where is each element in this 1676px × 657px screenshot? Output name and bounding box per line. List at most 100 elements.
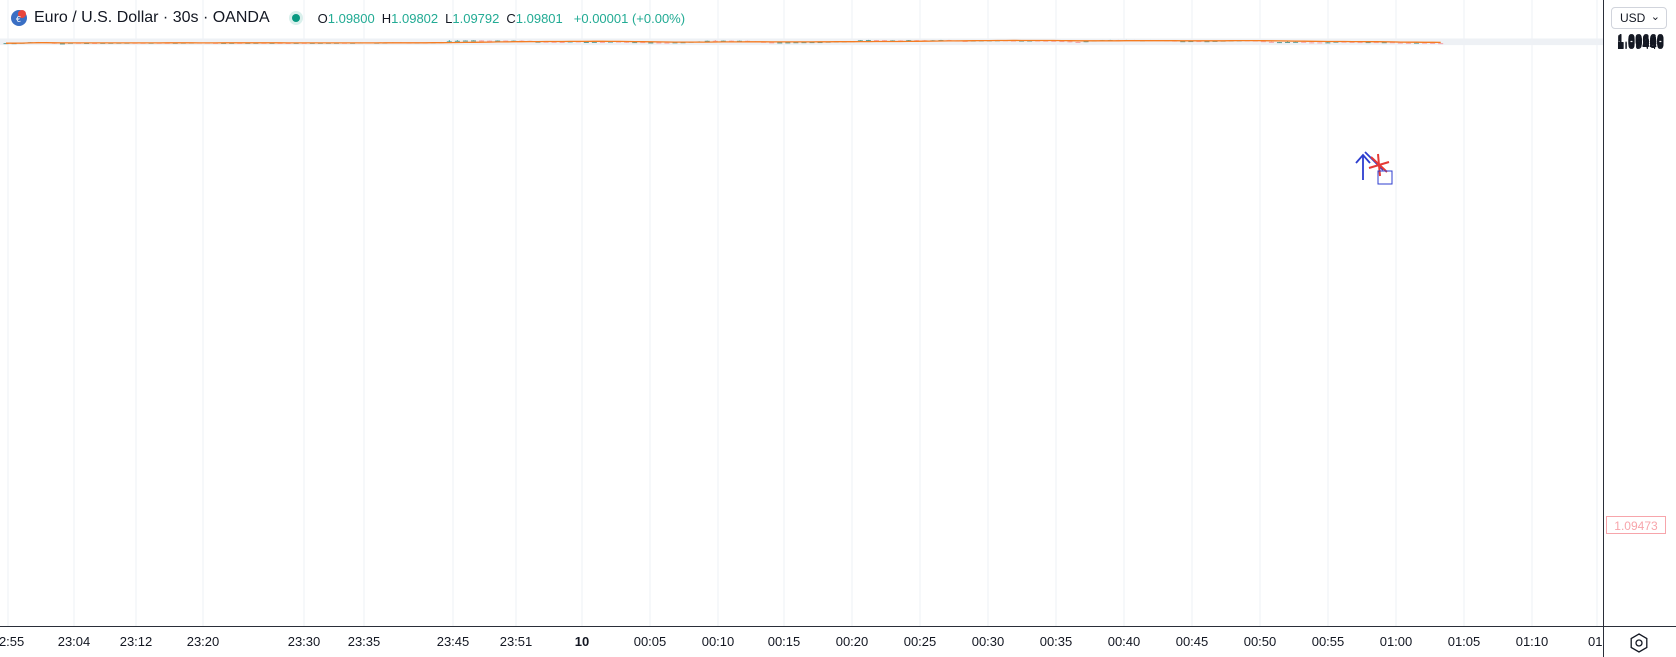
candle-body-down xyxy=(1317,42,1323,44)
time-tick-label: 23:20 xyxy=(186,634,220,649)
candle-body-down xyxy=(1043,40,1049,42)
candle-body-down xyxy=(616,41,622,43)
candle-body-up xyxy=(1325,42,1331,44)
time-tick-label: 00:20 xyxy=(835,634,869,649)
candle xyxy=(1075,41,1081,43)
candle-body-down xyxy=(1309,42,1315,44)
candle-body-down xyxy=(1196,41,1202,43)
chart-pane[interactable]: € Euro / U.S. Dollar · 30s · OANDA O1.09… xyxy=(0,0,1603,626)
svg-text:€: € xyxy=(16,15,21,24)
candle-body-up xyxy=(704,40,710,42)
price-tick-label: 1.09660 xyxy=(1617,31,1664,46)
cross-marker-drawing[interactable] xyxy=(1368,153,1390,177)
candle xyxy=(704,40,710,42)
currency-label: USD xyxy=(1620,11,1646,25)
candle-body-up xyxy=(1414,42,1419,44)
candle-body-down xyxy=(1059,41,1065,43)
candle xyxy=(648,42,654,44)
time-tick-label: 00:55 xyxy=(1311,634,1345,649)
candle-body-up xyxy=(1381,42,1387,44)
candle-body-up xyxy=(462,40,468,42)
candle xyxy=(1317,42,1323,44)
time-axis[interactable]: 22:55 23:04 23:12 23:20 23:30 23:35 23:45 23:51… xyxy=(0,626,1606,657)
time-tick-label: 00:10 xyxy=(701,634,735,649)
candle-body-down xyxy=(503,40,509,42)
time-tick-label: 23:51 xyxy=(499,634,533,649)
candle-body-up xyxy=(59,43,65,45)
candle-body-up xyxy=(648,42,654,44)
price-tick-label: 1.09460 xyxy=(1617,36,1664,52)
candle xyxy=(664,42,670,44)
candle xyxy=(503,40,509,42)
candle xyxy=(1301,41,1307,43)
candle xyxy=(454,40,460,42)
candle xyxy=(470,40,476,42)
candle xyxy=(1438,43,1444,45)
price-scale[interactable]: USD ⌄ 1.09660 1.09640 1.09620 1.09600 1.0958… xyxy=(1603,0,1676,626)
currency-selector[interactable]: USD ⌄ xyxy=(1611,7,1667,29)
candle-body-down xyxy=(1075,41,1081,43)
time-tick-label: 23:12 xyxy=(119,634,153,649)
candle xyxy=(873,39,879,42)
price-tick-label: 1.09620 xyxy=(1617,32,1664,48)
candle xyxy=(462,40,468,42)
candle-body-up xyxy=(1083,41,1089,43)
time-tick-label: 01:05 xyxy=(1447,634,1481,649)
price-tick-label: 1.09640 xyxy=(1617,31,1664,47)
candle-body-up xyxy=(470,40,476,42)
time-tick-label: 00:45 xyxy=(1175,634,1209,649)
time-tick-label: 23:30 xyxy=(287,634,321,649)
candle-body-up xyxy=(608,41,613,43)
candle xyxy=(446,40,452,43)
candle-body-down xyxy=(1389,42,1395,44)
candle xyxy=(1276,41,1282,44)
candle-body-up xyxy=(793,42,799,44)
candle xyxy=(1293,41,1299,43)
candle-body-up xyxy=(672,42,678,44)
time-tick-label: 22:55 xyxy=(0,634,25,649)
candle xyxy=(1285,41,1291,43)
candle-body-down xyxy=(640,42,646,44)
candle-body-up xyxy=(1180,41,1186,43)
candle-body-down xyxy=(728,40,734,42)
ohlc-close: C1.09801 xyxy=(506,10,563,26)
symbol-title[interactable]: Euro / U.S. Dollar · 30s · OANDA xyxy=(34,9,270,26)
candle-body-down xyxy=(712,40,718,42)
time-tick-label: 00:05 xyxy=(633,634,667,649)
user-drawings[interactable] xyxy=(1355,151,1393,185)
time-tick-label: 00:40 xyxy=(1107,634,1141,649)
candle-body-up xyxy=(809,42,815,44)
candle-body-down xyxy=(873,40,879,42)
candle xyxy=(712,40,718,42)
grid xyxy=(0,0,1603,626)
candle-body-up xyxy=(591,41,597,43)
candle-body-up xyxy=(865,40,871,42)
selection-box-drawing[interactable] xyxy=(1377,170,1393,185)
candle-body-down xyxy=(1349,41,1355,43)
market-status-icon[interactable] xyxy=(288,10,304,26)
candle-body-down xyxy=(1341,41,1347,43)
candle-body-up xyxy=(1333,41,1339,43)
candle-body-down xyxy=(882,40,888,42)
candle xyxy=(720,40,726,42)
candle xyxy=(495,40,501,42)
candle xyxy=(865,39,871,42)
candle-body-down xyxy=(487,40,493,42)
moving-average-line xyxy=(6,39,1441,44)
candle-body-down xyxy=(479,40,485,42)
price-tick-label: 1.09500 xyxy=(1617,35,1664,51)
candle-body-down xyxy=(599,41,605,43)
euro-usd-symbol-icon[interactable]: € xyxy=(10,9,28,27)
time-tick-label: 01:00 xyxy=(1379,634,1413,649)
price-tick-label: 1.09540 xyxy=(1617,34,1664,50)
price-chart[interactable] xyxy=(0,0,1603,626)
time-tick-label: 00:25 xyxy=(903,634,937,649)
candle xyxy=(906,40,912,42)
candle-body-down xyxy=(1301,41,1307,43)
chart-settings-icon[interactable] xyxy=(1629,633,1649,653)
candle-body-down xyxy=(1438,43,1444,45)
candle-body-up xyxy=(1276,42,1282,44)
candle xyxy=(1309,42,1315,44)
candle-body-down xyxy=(1357,42,1363,44)
candle-body-down xyxy=(769,42,775,44)
